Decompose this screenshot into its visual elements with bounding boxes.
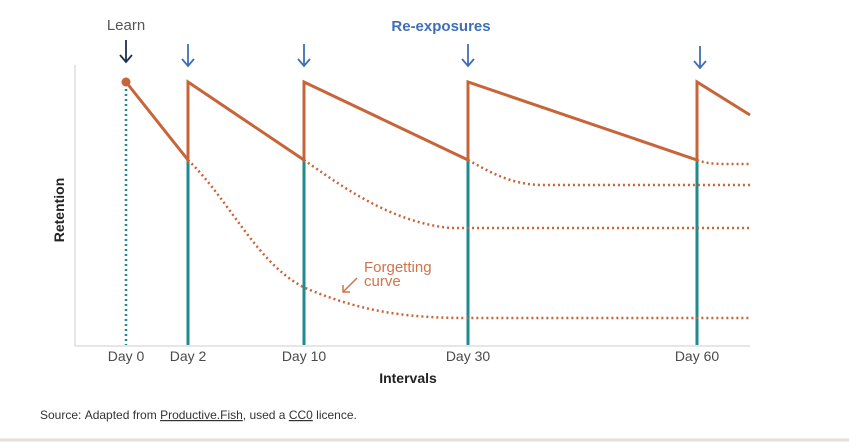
x-axis-label: Intervals [379, 370, 437, 386]
reexposures-label: Re-exposures [391, 18, 490, 35]
reexposure-lines [186, 160, 699, 345]
x-label: Day 2 [170, 348, 207, 364]
source-text: Source: Adapted from [40, 408, 160, 422]
x-label: Day 10 [282, 348, 327, 364]
learn-arrow [119, 40, 133, 64]
y-axis-label: Retention [51, 178, 67, 243]
start-dot [121, 77, 131, 87]
source: Source: Adapted from Productive.Fish, us… [40, 408, 357, 422]
source-link[interactable]: CC0 [289, 408, 313, 422]
learn-label: Learn [107, 17, 145, 34]
annotation: Forgetting [364, 259, 432, 276]
source-text: , used a [243, 408, 289, 422]
annotation: curve [364, 273, 401, 290]
annotation-arrow [342, 277, 358, 293]
source-text: licence. [313, 408, 357, 422]
forgetting-curves [187, 158, 750, 320]
x-label: Day 30 [446, 348, 491, 364]
retention-line [124, 79, 751, 165]
source-link[interactable]: Productive.Fish [160, 408, 243, 422]
x-label: Day 0 [108, 348, 145, 364]
reexposure-arrows [181, 44, 707, 70]
x-label: Day 60 [675, 348, 720, 364]
